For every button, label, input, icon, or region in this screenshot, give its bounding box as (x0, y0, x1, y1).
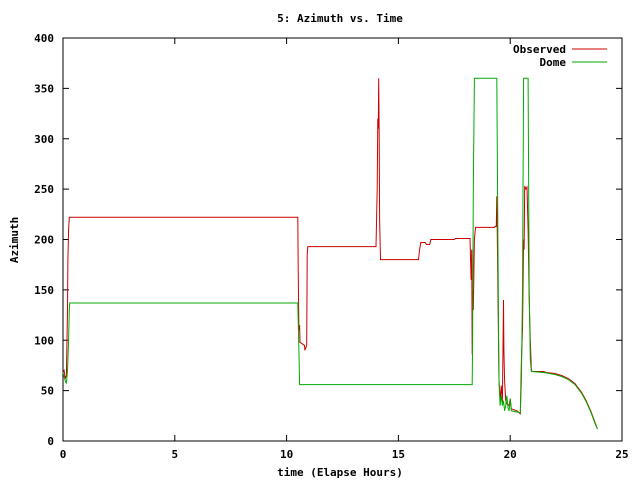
y-tick-label: 0 (47, 435, 54, 448)
x-tick-label: 0 (60, 448, 67, 461)
y-tick-label: 50 (41, 385, 54, 398)
x-tick-label: 20 (504, 448, 517, 461)
legend-label-dome: Dome (540, 56, 567, 69)
x-tick-label: 25 (615, 448, 628, 461)
x-tick-label: 5 (171, 448, 178, 461)
series-line-dome (62, 77, 598, 430)
y-axis-label: Azimuth (8, 217, 21, 263)
y-tick-label: 250 (34, 183, 54, 196)
legend-label-observed: Observed (513, 43, 566, 56)
series-layer (62, 77, 598, 430)
y-tick-label: 150 (34, 284, 54, 297)
y-axis: 0 50 100 150 200 250 300 350 400 (34, 32, 622, 448)
plot-border (62, 37, 623, 442)
series-line-observed (62, 78, 598, 430)
y-tick-label: 100 (34, 334, 54, 347)
chart-title: 5: Azimuth vs. Time (277, 12, 403, 25)
y-tick-label: 300 (34, 133, 54, 146)
plot-frame (62, 37, 623, 442)
y-tick-label: 400 (34, 32, 54, 45)
y-tick-label: 200 (34, 234, 54, 247)
x-tick-label: 10 (280, 448, 293, 461)
x-tick-label: 15 (392, 448, 405, 461)
x-axis-label: time (Elapse Hours) (277, 466, 403, 479)
y-tick-label: 350 (34, 82, 54, 95)
x-axis: 0 5 10 15 20 25 (60, 38, 629, 461)
